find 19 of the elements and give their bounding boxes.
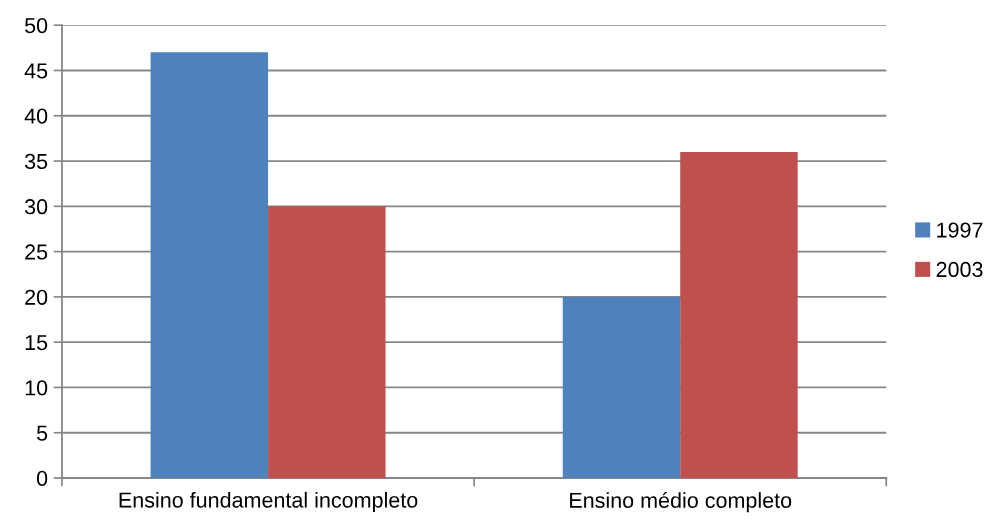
bar (268, 206, 386, 479)
bar (562, 296, 681, 479)
x-tick-label: Ensino fundamental incompleto (119, 491, 418, 512)
y-tick-label: 50 (25, 17, 48, 34)
bar (680, 151, 798, 479)
y-tick-label: 45 (24, 63, 48, 79)
y-tick-label: 5 (36, 425, 48, 441)
bar (150, 52, 269, 479)
y-tick-label: 0 (36, 470, 48, 487)
y-tick-label: 25 (25, 244, 48, 260)
legend-label: 1997 (937, 222, 983, 238)
y-tick-label: 40 (24, 108, 48, 124)
legend-label: 2003 (936, 261, 983, 278)
y-tick-label: 10 (25, 380, 48, 396)
y-tick-label: 35 (24, 153, 48, 170)
y-tick-label: 30 (24, 199, 48, 215)
x-tick-label: Ensino médio completo (570, 491, 792, 513)
y-tick-label: 15 (25, 335, 48, 351)
y-tick-label: 20 (25, 289, 48, 305)
